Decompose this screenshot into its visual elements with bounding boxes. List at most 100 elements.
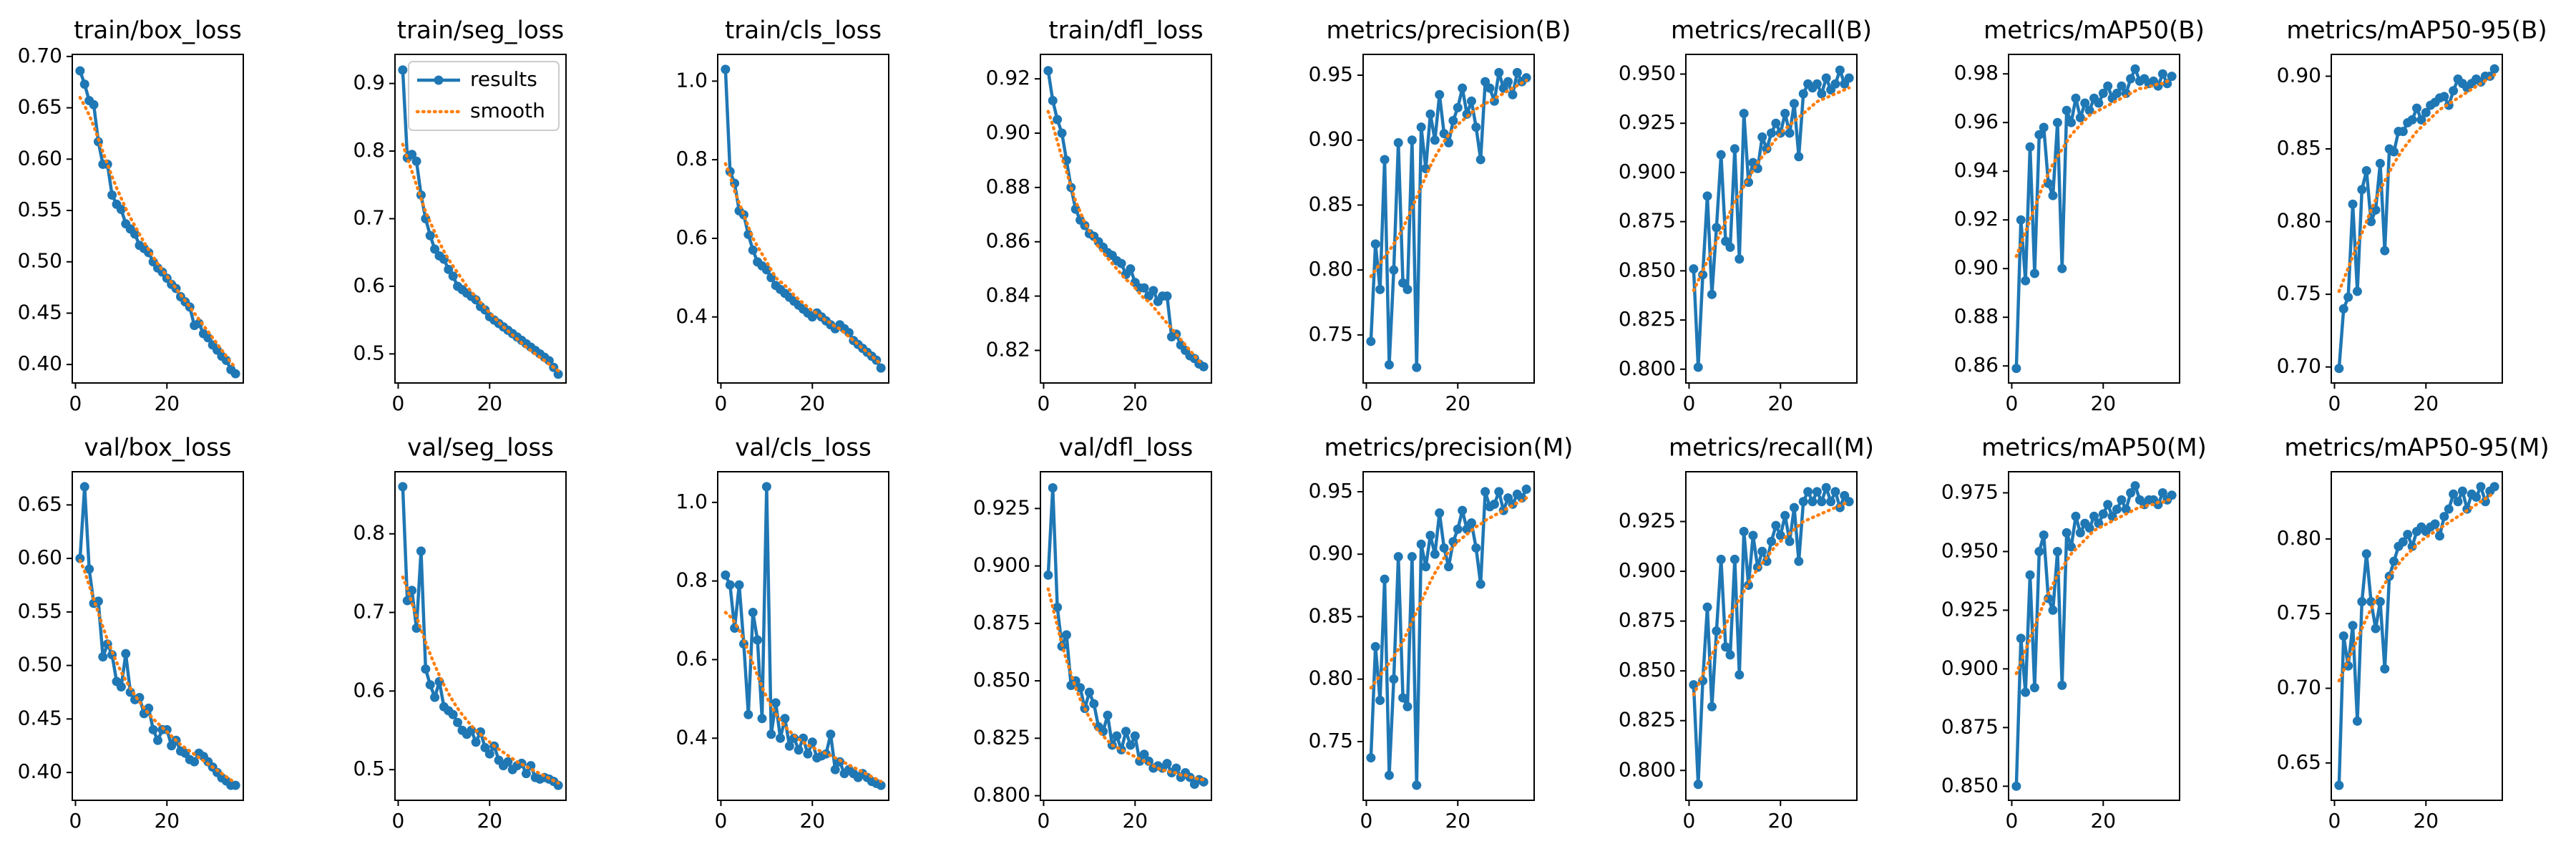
y-tick-label: 0.5: [353, 757, 385, 780]
y-tick-label: 0.92: [1954, 207, 1999, 230]
point: [1489, 499, 1499, 509]
point: [1716, 150, 1726, 160]
y-tick-label: 0.850: [973, 668, 1030, 691]
legend-marker: [434, 75, 444, 85]
point: [766, 729, 776, 739]
y-tick-label: 0.950: [1941, 538, 1999, 562]
point: [1789, 99, 1799, 109]
axes-frame: [2331, 54, 2503, 384]
y-tick-label: 0.875: [1619, 608, 1676, 632]
point: [1512, 67, 1522, 77]
point: [721, 570, 731, 580]
point: [1448, 116, 1458, 126]
x-tick-label: 0: [2328, 392, 2341, 415]
point: [1407, 552, 1417, 562]
y-tick-label: 0.88: [1954, 304, 1999, 328]
point: [75, 553, 85, 563]
x-tick-label: 20: [2413, 809, 2439, 833]
series-line: [1369, 496, 1528, 690]
point: [725, 580, 735, 590]
point: [2071, 93, 2081, 103]
point: [2075, 528, 2085, 538]
y-tick-label: 0.50: [18, 653, 62, 676]
point: [2039, 530, 2049, 540]
series-line: [1046, 587, 1206, 782]
point: [1130, 731, 1140, 741]
point: [2021, 687, 2031, 697]
point: [2162, 79, 2172, 89]
point: [1048, 482, 1058, 492]
y-tick-label: 0.84: [986, 283, 1030, 307]
x-tick-label: 20: [1445, 392, 1470, 415]
point: [1767, 536, 1776, 546]
point: [1821, 482, 1831, 492]
point: [430, 244, 440, 254]
y-tick-label: 0.800: [1619, 356, 1676, 380]
point: [2343, 292, 2353, 302]
x-tick-label: 20: [1767, 392, 1793, 415]
point: [1735, 670, 1745, 680]
point: [2167, 490, 2177, 500]
point: [1785, 536, 1795, 546]
point: [1370, 239, 1380, 249]
point: [780, 714, 790, 724]
point: [1480, 487, 1491, 497]
axes-frame: [394, 54, 567, 384]
point: [1812, 79, 1822, 89]
point: [2416, 115, 2426, 125]
point: [411, 156, 421, 166]
point: [1375, 284, 1385, 294]
point: [2357, 185, 2367, 195]
point: [753, 635, 763, 645]
point: [116, 682, 126, 692]
point: [1830, 487, 1840, 497]
point: [1739, 108, 1749, 118]
point: [553, 369, 563, 379]
y-tick-label: 0.825: [973, 725, 1030, 749]
series-line: [1369, 79, 1528, 278]
y-tick-label: 0.6: [675, 225, 708, 249]
y-tick-label: 0.900: [1619, 558, 1676, 582]
y-tick-label: 0.90: [2277, 63, 2321, 87]
point: [2348, 621, 2358, 631]
point: [2126, 488, 2136, 498]
point: [444, 264, 454, 274]
axes-frame: [1362, 54, 1535, 384]
y-tick-label: 0.96: [1954, 110, 1999, 133]
y-tick-label: 1.0: [675, 490, 708, 513]
point: [1116, 258, 1126, 268]
point: [79, 482, 89, 492]
point: [2052, 546, 2062, 556]
point: [2366, 217, 2376, 227]
y-tick-label: 0.90: [986, 120, 1030, 144]
y-tick-label: 0.60: [18, 146, 62, 170]
y-tick-label: 0.850: [1619, 258, 1676, 281]
x-tick-label: 0: [2328, 809, 2341, 833]
point: [2034, 130, 2044, 140]
point: [1148, 286, 1158, 296]
point: [1725, 242, 1735, 252]
x-tick-label: 20: [154, 392, 180, 415]
point: [1112, 731, 1122, 741]
point: [1798, 497, 1808, 507]
y-tick-label: 0.40: [18, 351, 62, 375]
point: [1430, 135, 1440, 145]
point: [1767, 128, 1776, 138]
point: [1748, 530, 1758, 540]
series-line: [1692, 68, 1850, 369]
legend-label: smooth: [470, 99, 545, 122]
y-tick-label: 0.88: [986, 175, 1030, 198]
x-tick-label: 0: [1038, 392, 1050, 415]
point: [2057, 680, 2067, 690]
y-tick-label: 0.70: [18, 44, 62, 67]
point: [2126, 74, 2136, 84]
point: [2067, 117, 2077, 127]
point: [203, 333, 213, 343]
x-tick-label: 0: [1683, 392, 1696, 415]
point: [2062, 528, 2072, 538]
y-tick-label: 0.7: [353, 600, 385, 623]
series-line: [1369, 488, 1528, 787]
point: [2439, 92, 2449, 102]
point: [1480, 77, 1491, 87]
point: [2117, 495, 2127, 505]
